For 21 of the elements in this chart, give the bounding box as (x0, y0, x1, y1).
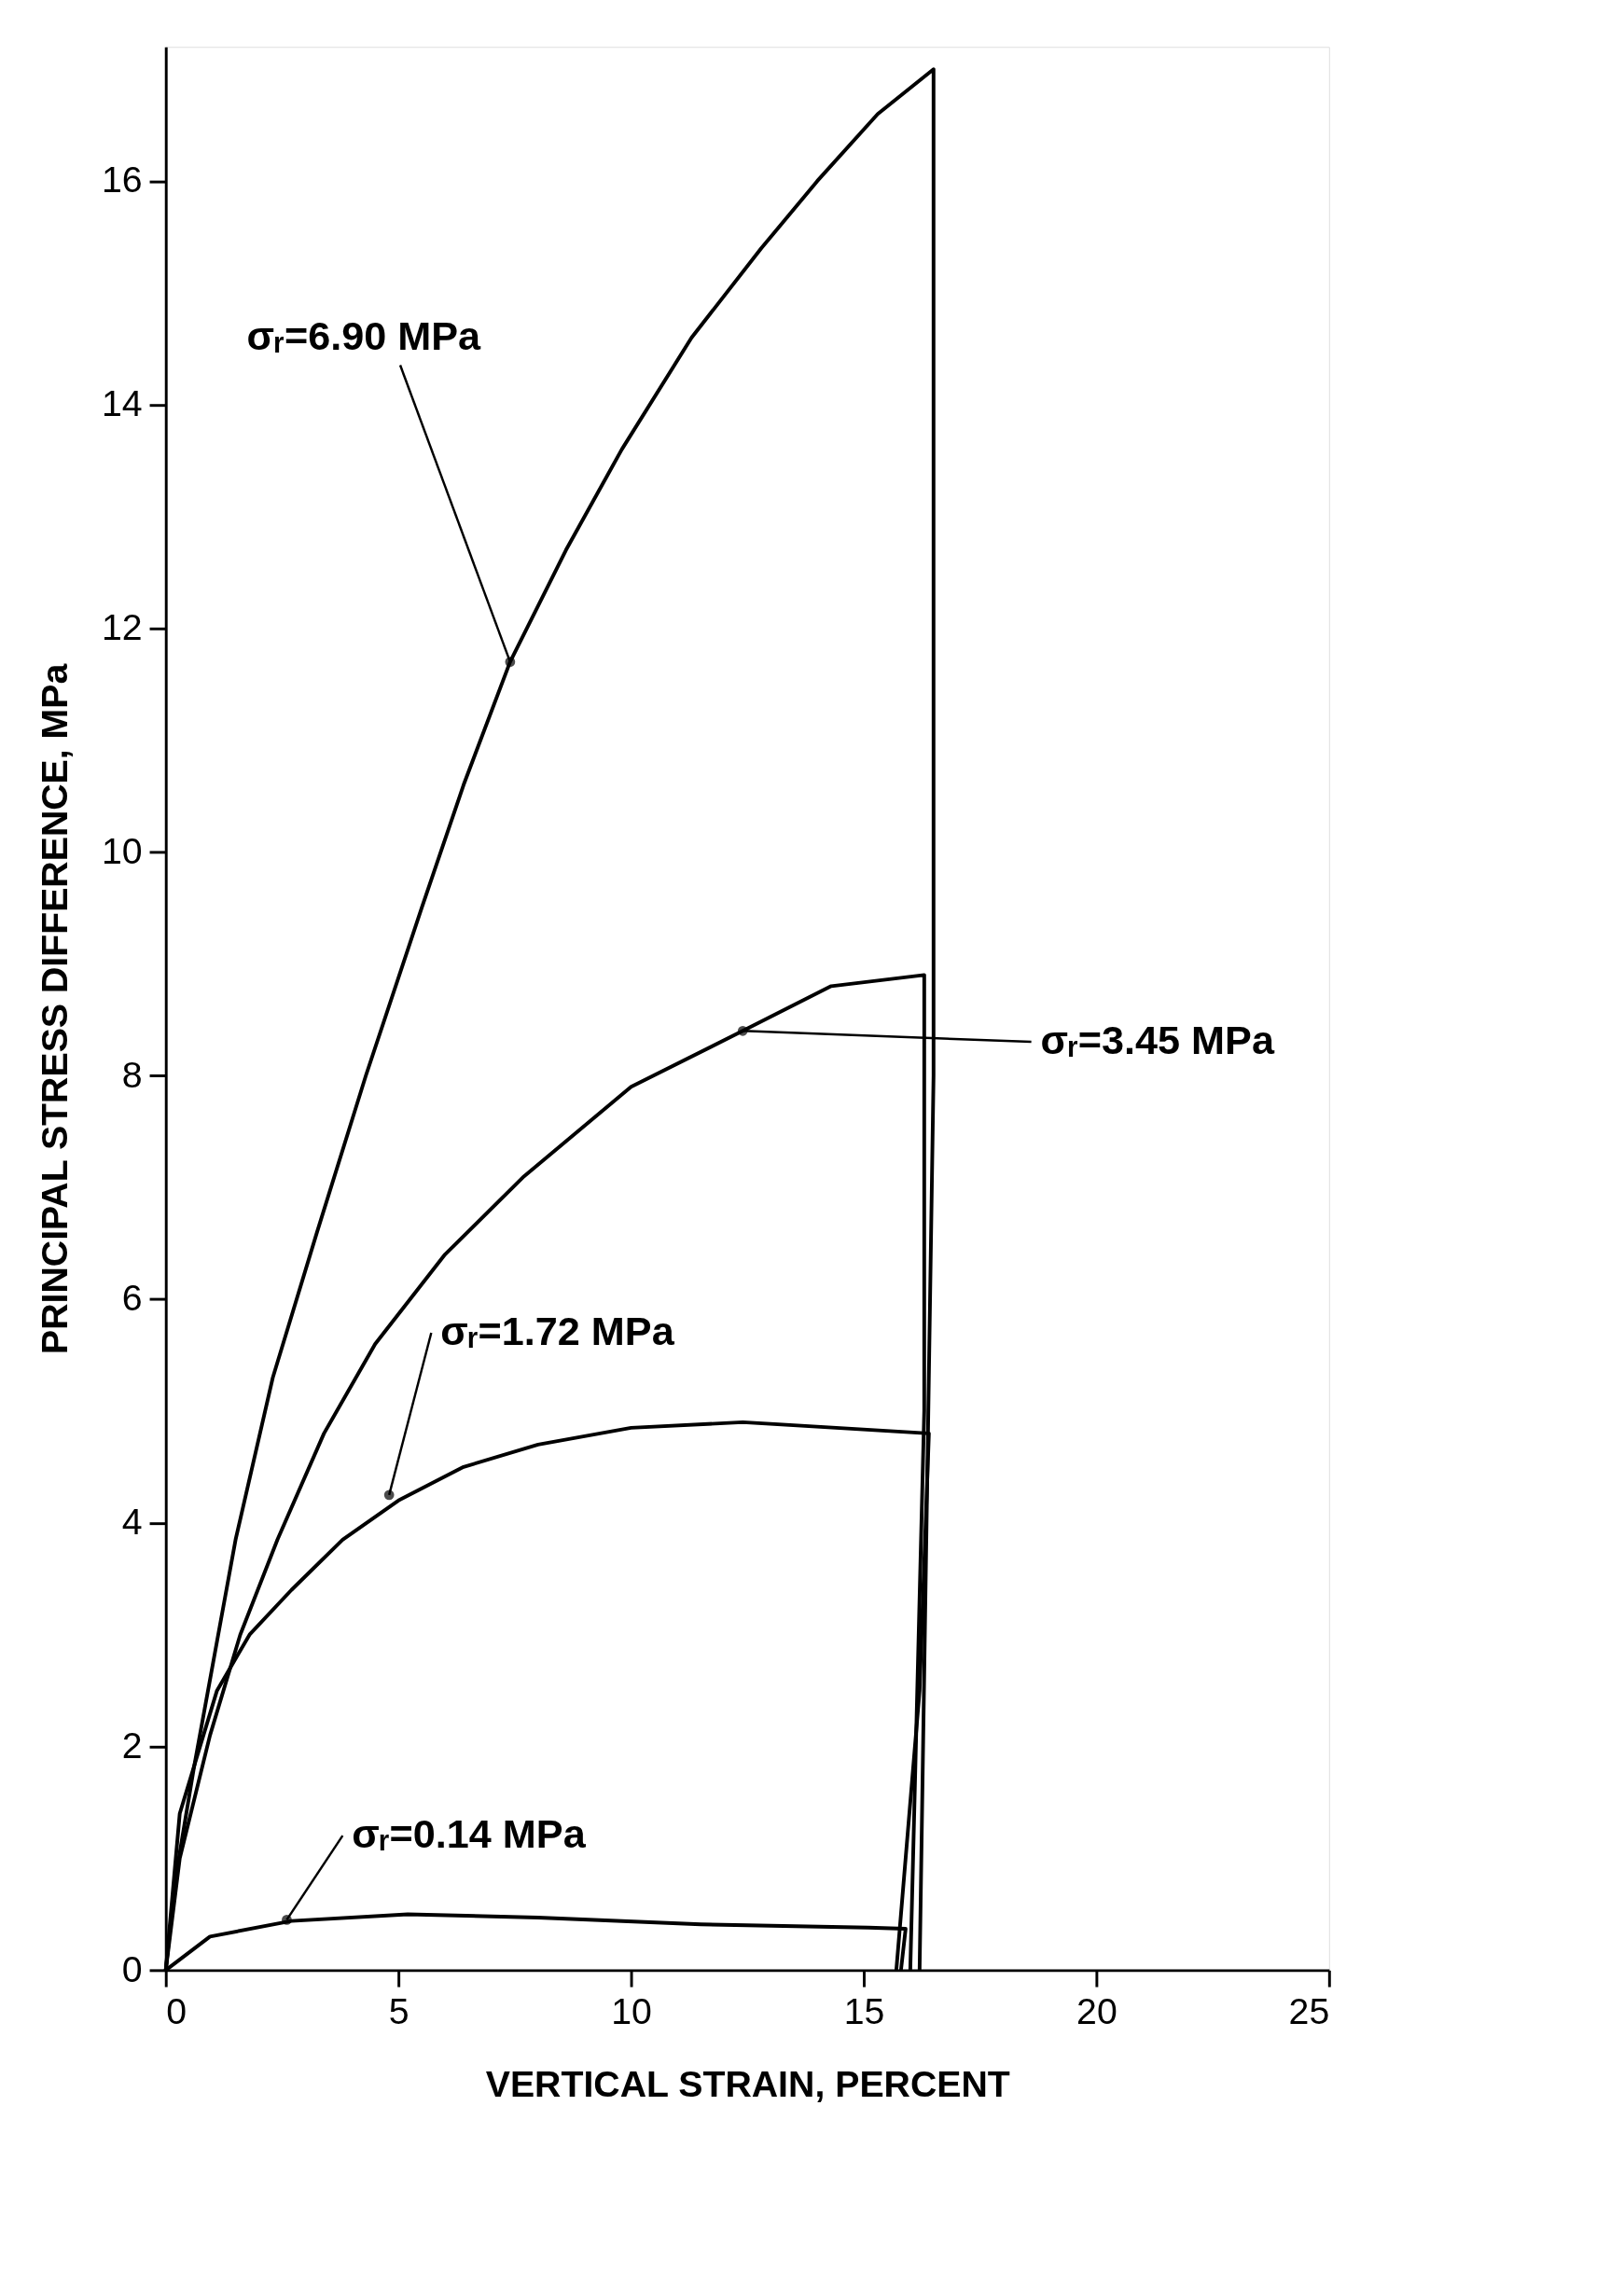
x-tick-label: 0 (166, 1989, 187, 2031)
y-tick-label: 14 (102, 382, 143, 424)
x-axis-title: VERTICAL STRAIN, PERCENT (485, 2063, 1010, 2105)
x-tick-label: 20 (1076, 1989, 1117, 2031)
y-axis-title: PRINCIPAL STRESS DIFFERENCE, MPa (33, 662, 75, 1354)
x-tick-label: 5 (388, 1989, 409, 2031)
x-tick-label: 15 (843, 1989, 885, 2031)
y-tick-label: 16 (102, 159, 143, 201)
y-tick-label: 8 (121, 1053, 143, 1095)
y-tick-label: 6 (121, 1277, 143, 1319)
x-tick-label: 25 (1288, 1989, 1330, 2031)
annotation: σᵣ=3.45 MPa (1040, 1017, 1275, 1062)
y-tick-label: 4 (121, 1501, 143, 1543)
annotation: σᵣ=1.72 MPa (440, 1308, 675, 1353)
y-tick-label: 10 (102, 829, 143, 871)
y-tick-label: 2 (121, 1724, 143, 1766)
y-tick-label: 12 (102, 605, 143, 647)
annotation: σᵣ=0.14 MPa (352, 1810, 587, 1856)
x-tick-label: 10 (611, 1989, 652, 2031)
annotation: σᵣ=6.90 MPa (246, 312, 481, 358)
y-tick-label: 0 (121, 1947, 143, 1989)
